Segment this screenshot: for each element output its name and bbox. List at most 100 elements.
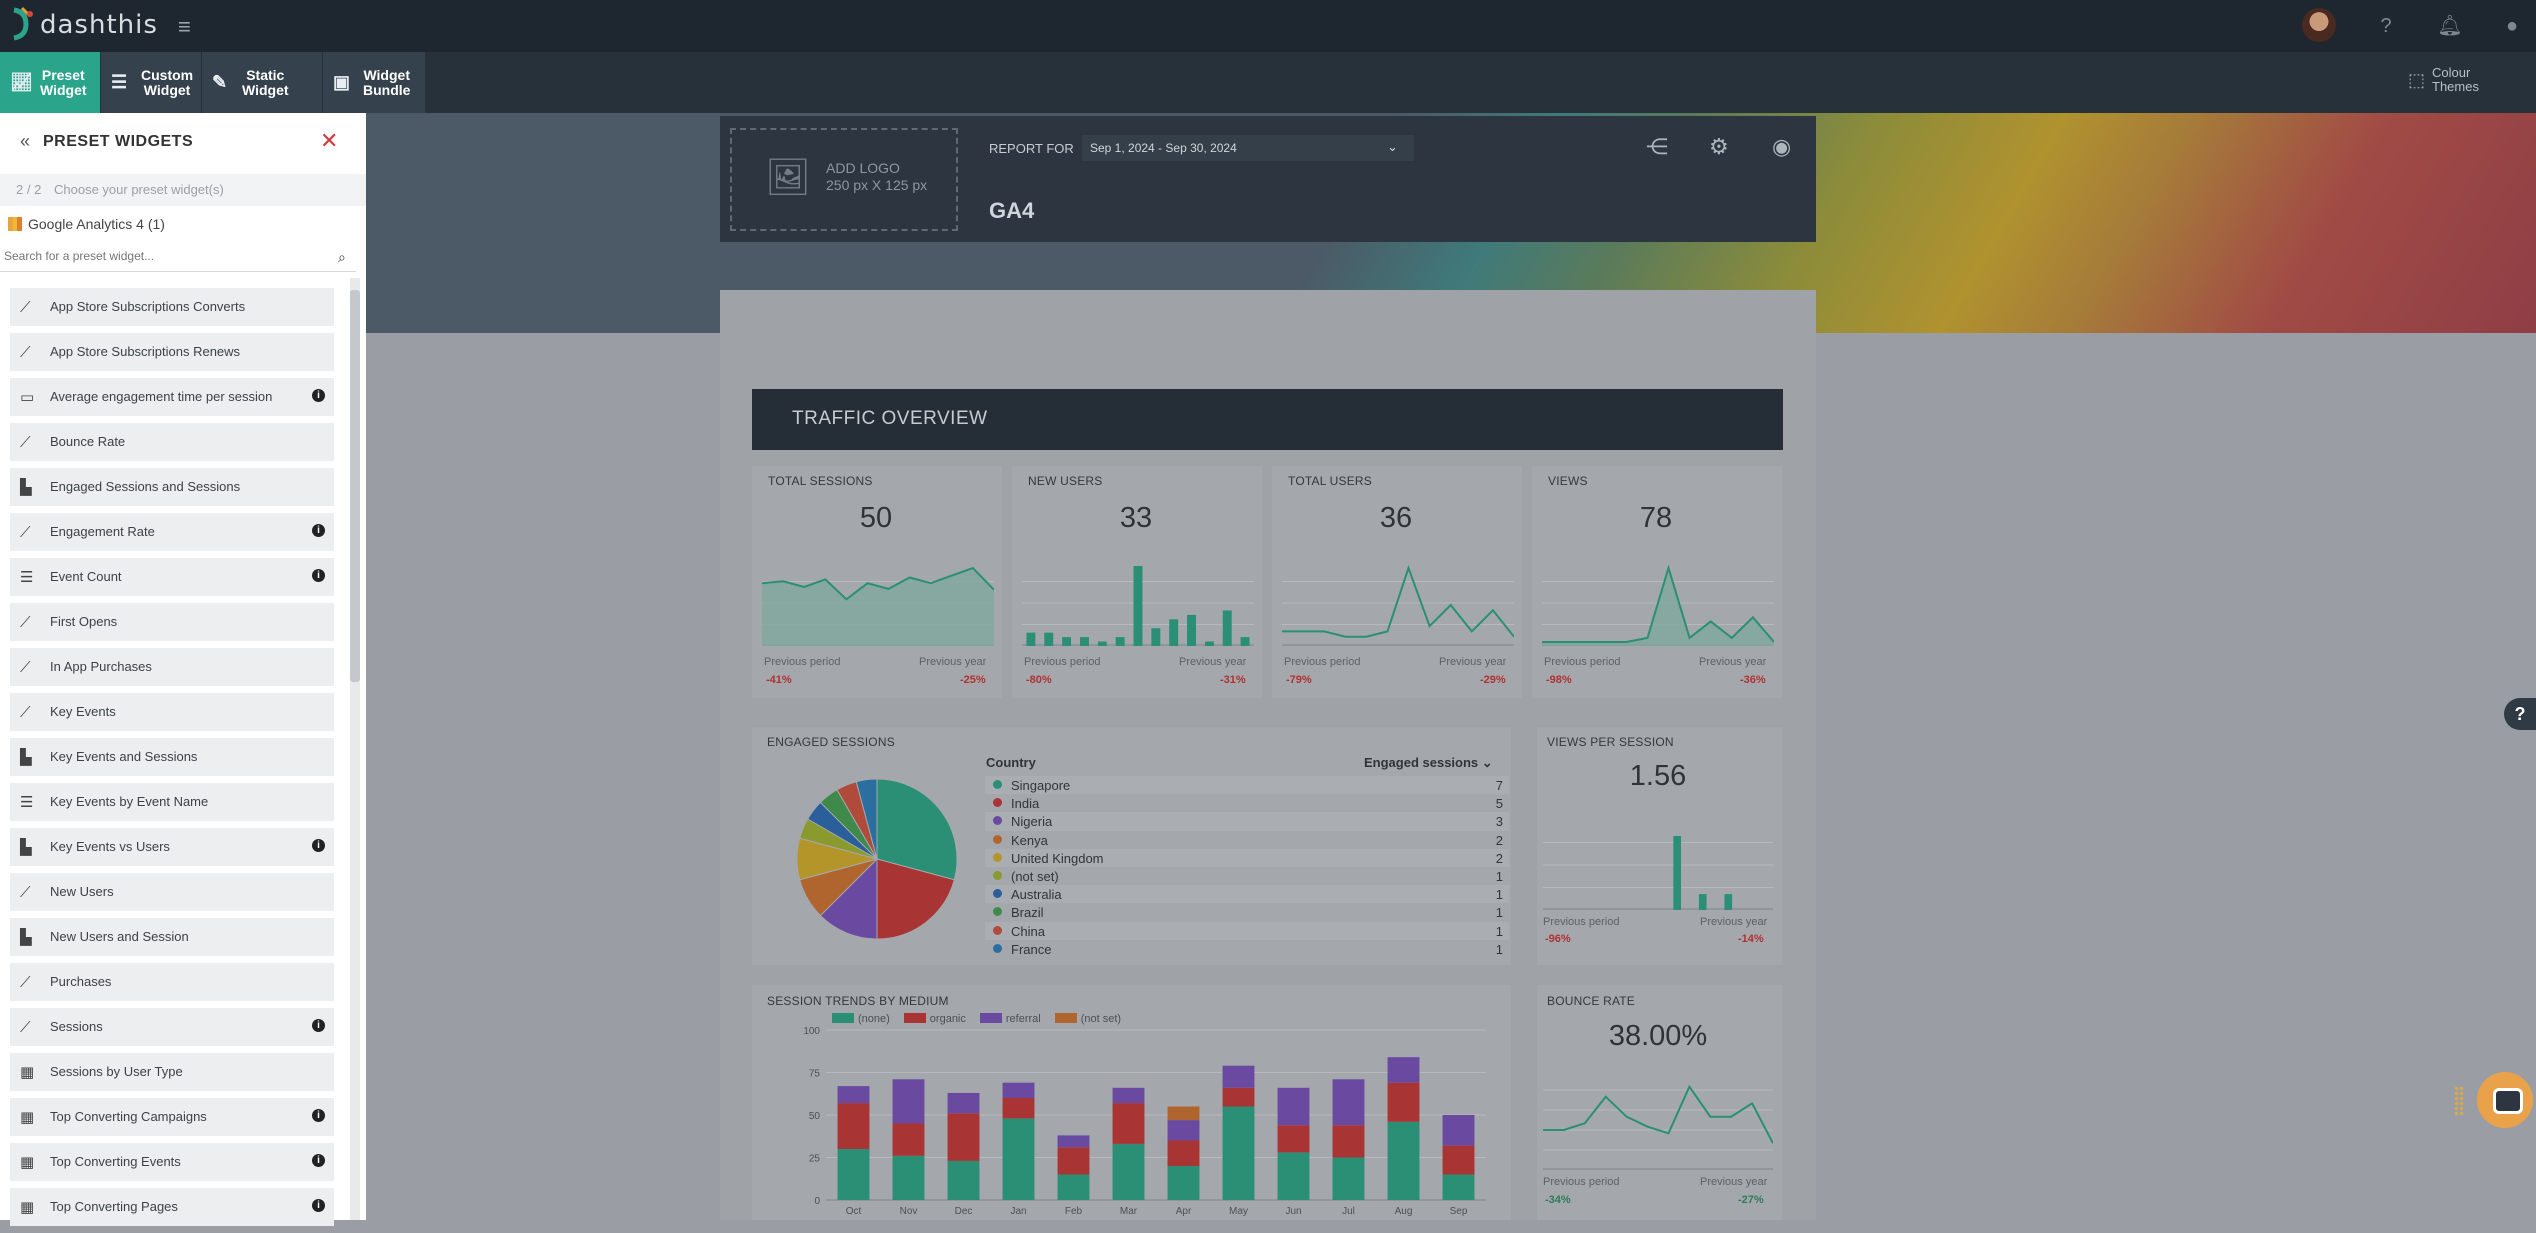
- source-google-analytics[interactable]: Google Analytics 4 (1): [8, 216, 165, 232]
- info-icon[interactable]: i: [312, 1109, 325, 1122]
- x-tick-label: Jun: [1285, 1206, 1301, 1217]
- table-icon: ▦: [20, 1063, 35, 1081]
- date-range-select[interactable]: Sep 1, 2024 - Sep 30, 2024 ⌄: [1082, 135, 1414, 161]
- preset-search-input[interactable]: [2, 248, 326, 264]
- preset-widget-item[interactable]: ⟋ Purchases: [10, 963, 334, 1001]
- avatar[interactable]: [2302, 8, 2336, 42]
- close-icon[interactable]: ✕: [320, 128, 339, 153]
- info-icon[interactable]: i: [312, 524, 325, 537]
- info-icon[interactable]: i: [312, 389, 325, 402]
- preset-widget-item[interactable]: ⟋ In App Purchases: [10, 648, 334, 686]
- preset-widget-item[interactable]: ☰ Key Events by Event Name: [10, 783, 334, 821]
- stacked-bar-segment: [947, 1113, 980, 1161]
- legend-item[interactable]: (not set): [1054, 1013, 1121, 1025]
- preset-widget-item[interactable]: ⟋ App Store Subscriptions Renews: [10, 333, 334, 371]
- logo-size-hint: 250 px X 125 px: [826, 177, 928, 193]
- preset-widget-item[interactable]: ⟋ New Users: [10, 873, 334, 911]
- y-tick-label: 25: [809, 1154, 821, 1165]
- info-icon[interactable]: i: [312, 1019, 325, 1032]
- bounce-line: [1543, 1084, 1773, 1144]
- user-icon[interactable]: ●: [2505, 15, 2519, 37]
- help-tab-button[interactable]: ?: [2504, 698, 2536, 730]
- info-icon[interactable]: i: [312, 1199, 325, 1212]
- report-title[interactable]: GA4: [989, 198, 1035, 223]
- brand-name[interactable]: dashthis: [40, 10, 158, 40]
- preset-widget-item[interactable]: ▙ New Users and Session: [10, 918, 334, 956]
- preset-widget-item[interactable]: ▭ Average engagement time per session i: [10, 378, 334, 416]
- tab-custom-widget[interactable]: ☰ Custom Widget: [101, 52, 201, 113]
- share-icon[interactable]: ⋲: [1646, 134, 1668, 159]
- line-chart-icon: ⟋: [20, 883, 31, 901]
- previous-period-label: Previous period: [1544, 656, 1621, 668]
- bar-chart-icon: ▙: [20, 928, 32, 946]
- legend-item[interactable]: organic: [903, 1013, 966, 1025]
- country-row: Brazil 1: [985, 903, 1509, 921]
- google-analytics-icon: [8, 217, 22, 231]
- chat-button[interactable]: [2477, 1072, 2533, 1128]
- drag-handle-icon[interactable]: [2454, 1086, 2464, 1116]
- table-icon: ▦: [20, 1153, 35, 1171]
- views-per-session-chart: [1543, 836, 1773, 910]
- info-icon[interactable]: i: [312, 1154, 325, 1167]
- selection-count-bar: 2 / 2 Choose your preset widget(s): [0, 174, 366, 206]
- legend-item[interactable]: (none): [832, 1013, 890, 1025]
- preset-widget-item[interactable]: ⟋ App Store Subscriptions Converts: [10, 288, 334, 326]
- preset-widget-item[interactable]: ⟋ Bounce Rate: [10, 423, 334, 461]
- kpi-line: [1542, 564, 1774, 643]
- tab-static-widget[interactable]: ✎ Static Widget: [202, 52, 322, 113]
- preset-widget-label: Key Events vs Users: [50, 839, 170, 854]
- info-icon[interactable]: i: [312, 839, 325, 852]
- stacked-bar-segment: [1277, 1125, 1310, 1153]
- collapse-icon[interactable]: «: [20, 131, 31, 151]
- stacked-bar-segment: [947, 1160, 980, 1200]
- bounce-rate-chart: [1543, 1084, 1773, 1170]
- logo-icon[interactable]: [8, 6, 38, 42]
- add-logo-dropzone[interactable]: [730, 128, 958, 231]
- legend-item[interactable]: referral: [979, 1013, 1041, 1025]
- preset-widget-item[interactable]: ☰ Event Count i: [10, 558, 334, 596]
- notifications-icon[interactable]: 🔔︎: [2437, 15, 2463, 37]
- bounce-rate-card[interactable]: [1537, 985, 1782, 1220]
- preset-widget-item[interactable]: ▙ Engaged Sessions and Sessions: [10, 468, 334, 506]
- previous-year-label: Previous year: [1179, 656, 1247, 668]
- sidebar-scrollbar[interactable]: [350, 278, 360, 1220]
- preset-widget-item[interactable]: ▦ Sessions by User Type: [10, 1053, 334, 1091]
- image-add-icon: 🖼︎: [765, 156, 811, 197]
- x-tick-label: Apr: [1176, 1206, 1192, 1217]
- stacked-bar-segment: [1002, 1082, 1035, 1098]
- preset-widget-label: Sessions by User Type: [50, 1064, 183, 1079]
- column-header-engaged-sessions[interactable]: Engaged sessions ⌄: [1364, 755, 1493, 771]
- hamburger-menu-icon[interactable]: ≡: [178, 14, 191, 39]
- preset-widget-item[interactable]: ⟋ First Opens: [10, 603, 334, 641]
- stacked-bar-segment: [1332, 1157, 1365, 1200]
- preset-widget-item[interactable]: ▦ Top Converting Events i: [10, 1143, 334, 1181]
- preset-widget-item[interactable]: ▙ Key Events vs Users i: [10, 828, 334, 866]
- tab-widget-bundle[interactable]: ▣ Widget Bundle: [323, 52, 425, 113]
- previous-period-change: -96%: [1545, 933, 1571, 945]
- session-trends-chart: 0 25 50 75 100 Oct Nov Dec Jan Feb Mar Apr May Jun Jul…: [803, 1026, 1486, 1217]
- previous-period-change: -98%: [1546, 674, 1572, 686]
- search-icon[interactable]: ⌕: [338, 249, 346, 265]
- kpi-bar: [1044, 632, 1054, 646]
- sidebar-scroll-thumb[interactable]: [350, 290, 360, 682]
- preset-widget-item[interactable]: ▦ Top Converting Pages i: [10, 1188, 334, 1226]
- info-icon[interactable]: i: [312, 569, 325, 582]
- preset-widget-item[interactable]: ▙ Key Events and Sessions: [10, 738, 334, 776]
- preset-widget-item[interactable]: ⟋ Key Events: [10, 693, 334, 731]
- preview-eye-icon[interactable]: ◉: [1772, 134, 1792, 159]
- stacked-bar-segment: [1167, 1166, 1200, 1200]
- help-icon[interactable]: ?: [2380, 15, 2392, 37]
- preset-widget-item[interactable]: ⟋ Sessions i: [10, 1008, 334, 1046]
- kpi-bar: [1204, 641, 1214, 646]
- legend-dot: [993, 834, 1002, 844]
- colour-themes-button[interactable]: Colour Themes: [2432, 66, 2479, 94]
- gear-icon[interactable]: ⚙︎: [1709, 134, 1729, 159]
- preset-widget-label: App Store Subscriptions Converts: [50, 299, 246, 314]
- views-per-session-card[interactable]: [1537, 727, 1782, 965]
- previous-period-label: Previous period: [1543, 916, 1620, 928]
- preset-widget-item[interactable]: ▦ Top Converting Campaigns i: [10, 1098, 334, 1136]
- preset-widget-item[interactable]: ⟋ Engagement Rate i: [10, 513, 334, 551]
- bar-chart-icon: ▙: [20, 838, 32, 856]
- tab-preset-widget[interactable]: 📈︎ Preset Widget: [0, 52, 100, 113]
- colour-themes-label: Themes: [2432, 79, 2479, 94]
